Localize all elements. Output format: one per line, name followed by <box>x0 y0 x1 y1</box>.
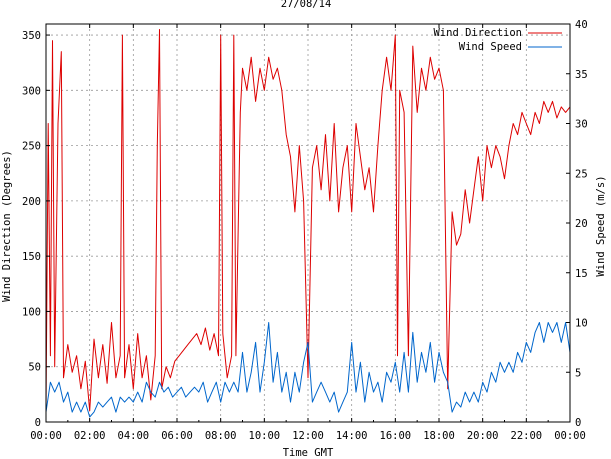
x-tick-label: 00:00 <box>554 430 586 442</box>
y-tick-label: 100 <box>22 306 41 318</box>
y-tick-label: 350 <box>22 30 41 42</box>
x-axis-title: Time GMT <box>283 447 334 459</box>
x-tick-label: 08:00 <box>205 430 237 442</box>
y2-tick-label: 5 <box>575 367 581 379</box>
y2-axis-title: Wind Speed (m/s) <box>595 175 607 276</box>
tick-layer <box>45 23 571 423</box>
x-tick-label: 02:00 <box>74 430 106 442</box>
y2-tick-label: 30 <box>575 119 588 131</box>
series-line-wind-direction <box>45 29 571 412</box>
y2-tick-label: 10 <box>575 318 588 330</box>
x-tick-label: 22:00 <box>511 430 543 442</box>
x-tick-label: 04:00 <box>118 430 150 442</box>
y-tick-label: 0 <box>35 417 41 429</box>
y2-tick-label: 20 <box>575 218 588 230</box>
y-tick-label: 150 <box>22 251 41 263</box>
y2-tick-label: 40 <box>575 19 588 31</box>
x-tick-label: 16:00 <box>380 430 412 442</box>
legend: Wind Direction Wind Speed <box>433 27 562 53</box>
x-tick-label: 18:00 <box>423 430 455 442</box>
y-tick-label: 250 <box>22 141 41 153</box>
x-tick-label: 14:00 <box>336 430 368 442</box>
x-tick-label: 00:00 <box>30 430 62 442</box>
legend-label-wind-direction: Wind Direction <box>433 27 522 39</box>
x-tick-label: 12:00 <box>292 430 324 442</box>
chart-title: 27/08/14 <box>281 0 332 10</box>
y2-tick-label: 25 <box>575 168 588 180</box>
y-tick-label: 300 <box>22 85 41 97</box>
x-tick-label: 10:00 <box>249 430 281 442</box>
y-tick-label: 50 <box>28 362 41 374</box>
series-layer <box>45 29 571 418</box>
y-tick-label: 200 <box>22 196 41 208</box>
y2-tick-label: 0 <box>575 417 581 429</box>
y2-tick-label: 15 <box>575 268 588 280</box>
x-tick-label: 20:00 <box>467 430 499 442</box>
x-tick-label: 06:00 <box>161 430 193 442</box>
y2-tick-label: 35 <box>575 69 588 81</box>
series-line-wind-speed <box>45 322 571 418</box>
tick-label-layer: 00:00 02:00 04:00 06:00 08:00 10:00 12:00 14:00… <box>22 19 588 442</box>
y-axis-title: Wind Direction (Degrees) <box>1 150 13 302</box>
legend-label-wind-speed: Wind Speed <box>459 41 522 53</box>
